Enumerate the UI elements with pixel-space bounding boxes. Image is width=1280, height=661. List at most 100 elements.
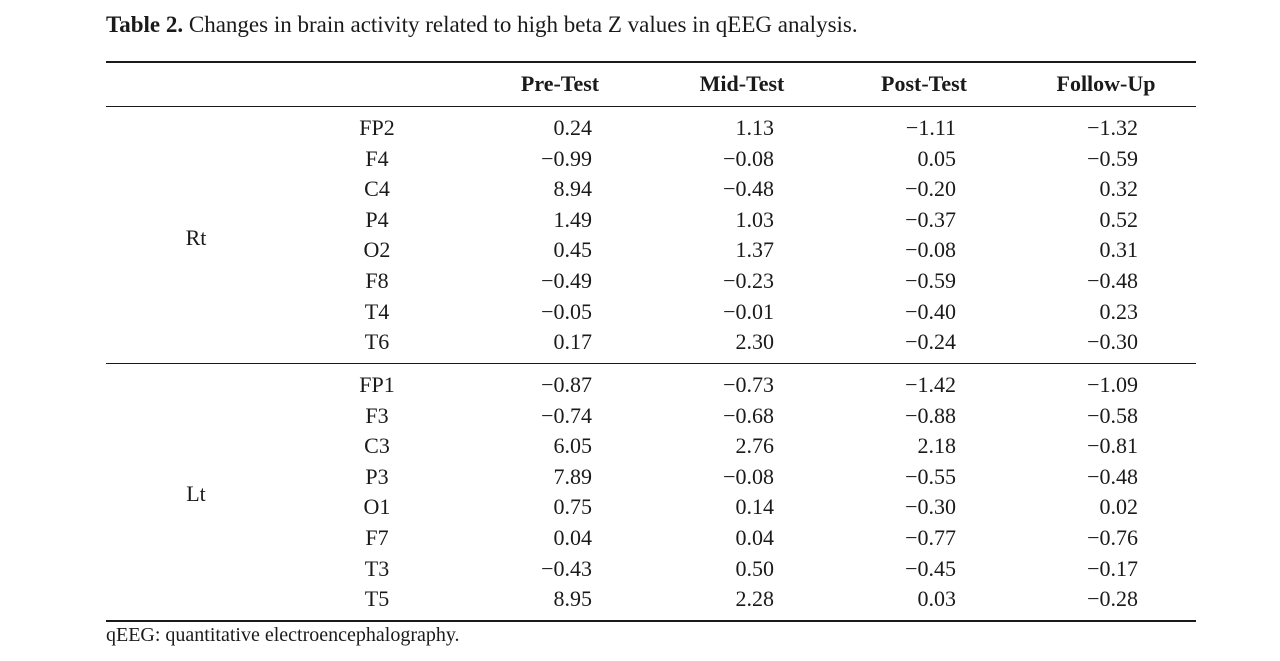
post-test-value: 2.18 [917,433,957,459]
follow-up-value: −0.58 [1087,402,1138,428]
follow-up-value: −0.48 [1087,268,1138,293]
follow-up-value: −0.17 [1087,555,1138,581]
follow-up-value: −0.76 [1087,525,1138,550]
follow-up-value: −0.81 [1087,433,1138,459]
table-row: T4 −0.05 −0.01 −0.40 0.23 [0,297,1280,327]
mid-test-value: −0.48 [723,176,774,202]
electrode-label: T3 [364,555,390,581]
group-label-lt: Lt [186,481,206,506]
table-row: O2 0.45 1.37 −0.08 0.31 [0,235,1280,265]
mid-test-value: −0.01 [723,298,774,324]
electrode-label: C3 [364,433,390,459]
mid-test-value: 0.04 [735,525,775,550]
post-test-value: 0.03 [917,586,957,612]
post-test-value: −0.45 [905,555,956,581]
pre-test-value: −0.74 [541,402,592,428]
mid-test-value: −0.73 [723,372,774,397]
post-test-value: −1.11 [905,115,956,140]
column-header-pre-test: Pre-Test [520,71,600,96]
mid-test-value: 1.03 [735,206,775,232]
post-test-value: −0.55 [905,463,956,489]
mid-test-value: 2.30 [735,329,775,355]
electrode-label: T4 [364,298,390,324]
post-test-value: 0.05 [917,145,957,171]
pre-test-value: −0.43 [541,555,592,581]
pre-test-value: 8.95 [553,586,593,612]
pre-test-value: 6.05 [553,433,593,459]
table-row: F4 −0.99 −0.08 0.05 −0.59 [0,144,1280,174]
table-footnote: qEEG: quantitative electroencephalograph… [106,624,460,646]
table-row: F3 −0.74 −0.68 −0.88 −0.58 [0,401,1280,431]
table-row: T6 0.17 2.30 −0.24 −0.30 [0,327,1280,357]
electrode-label: P4 [365,206,389,232]
post-test-value: −0.08 [905,237,956,263]
column-header-follow-up: Follow-Up [1056,71,1156,96]
mid-test-value: 2.76 [735,433,775,459]
electrode-label: O2 [363,237,391,263]
pre-test-value: 0.17 [553,329,593,355]
mid-test-value: −0.68 [723,402,774,428]
table-row: FP2 0.24 1.13 −1.11 −1.32 [0,113,1280,143]
follow-up-value: −1.09 [1087,372,1138,397]
mid-test-value: −0.23 [723,268,774,293]
pre-test-value: 8.94 [553,176,593,202]
pre-test-value: −0.49 [541,268,592,293]
post-test-value: −0.30 [905,494,956,520]
table-header-rule [106,106,1196,107]
follow-up-value: 0.32 [1099,176,1139,202]
table-row: T5 8.95 2.28 0.03 −0.28 [0,584,1280,614]
electrode-label: FP1 [359,372,395,397]
post-test-value: −0.37 [905,206,956,232]
table-caption-text: Changes in brain activity related to hig… [188,12,858,37]
post-test-value: −0.88 [905,402,956,428]
electrode-label: O1 [363,494,391,520]
post-test-value: −0.20 [905,176,956,202]
pre-test-value: −0.87 [541,372,592,397]
pre-test-value: 0.45 [553,237,593,263]
table-top-rule [106,61,1196,63]
table-caption-label: Table 2. [106,12,184,37]
table-row: P3 7.89 −0.08 −0.55 −0.48 [0,462,1280,492]
pre-test-value: 0.24 [553,115,593,140]
table-row: C4 8.94 −0.48 −0.20 0.32 [0,174,1280,204]
table-row: O1 0.75 0.14 −0.30 0.02 [0,492,1280,522]
table-row: F7 0.04 0.04 −0.77 −0.76 [0,523,1280,553]
pre-test-value: −0.99 [541,145,592,171]
table-row: F8 −0.49 −0.23 −0.59 −0.48 [0,266,1280,296]
post-test-value: −0.59 [905,268,956,293]
table-row: FP1 −0.87 −0.73 −1.42 −1.09 [0,370,1280,400]
electrode-label: F4 [365,145,389,171]
group-label-rt: Rt [185,225,207,250]
column-header-mid-test: Mid-Test [699,71,785,96]
table-row: C3 6.05 2.76 2.18 −0.81 [0,431,1280,461]
mid-test-value: 2.28 [735,586,775,612]
follow-up-value: 0.52 [1099,206,1139,232]
table-bottom-rule [106,620,1196,622]
mid-test-value: 1.13 [735,115,775,140]
table-group-separator [106,363,1196,364]
electrode-label: C4 [364,176,390,202]
post-test-value: −0.77 [905,525,956,550]
post-test-value: −1.42 [905,372,956,397]
electrode-label: T5 [364,586,390,612]
table-row: P4 1.49 1.03 −0.37 0.52 [0,205,1280,235]
mid-test-value: −0.08 [723,145,774,171]
mid-test-value: 0.50 [735,555,775,581]
mid-test-value: 0.14 [735,494,775,520]
pre-test-value: 0.04 [553,525,593,550]
follow-up-value: −1.32 [1087,115,1138,140]
column-header-post-test: Post-Test [881,71,967,96]
mid-test-value: 1.37 [735,237,775,263]
follow-up-value: −0.28 [1087,586,1138,612]
pre-test-value: 0.75 [553,494,593,520]
pre-test-value: 1.49 [553,206,593,232]
follow-up-value: −0.30 [1087,329,1138,355]
follow-up-value: −0.48 [1087,463,1138,489]
table-caption: Table 2. Changes in brain activity relat… [106,10,858,40]
post-test-value: −0.24 [905,329,956,355]
follow-up-value: 0.23 [1099,298,1139,324]
electrode-label: F3 [365,402,389,428]
electrode-label: F8 [365,268,389,293]
pre-test-value: 7.89 [553,463,593,489]
table-row: T3 −0.43 0.50 −0.45 −0.17 [0,554,1280,584]
